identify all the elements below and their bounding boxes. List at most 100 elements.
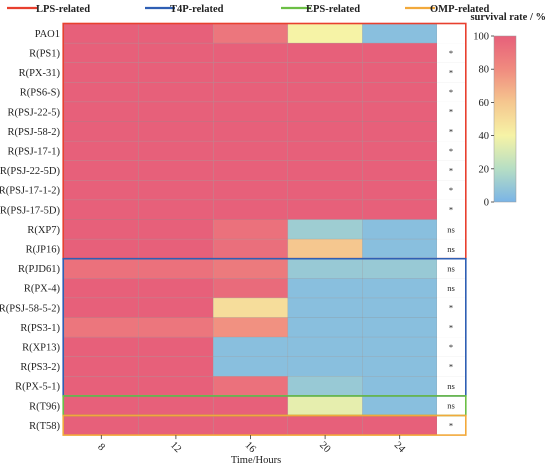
significance-label: * <box>449 303 453 313</box>
legend-label: T4P-related <box>170 4 224 15</box>
heatmap-cell <box>138 337 214 357</box>
heatmap-cell <box>64 160 139 181</box>
heatmap-cell <box>64 43 139 63</box>
heatmap-cell <box>64 82 139 102</box>
heatmap-cell <box>138 82 214 102</box>
row-label: R(XP7) <box>27 225 60 236</box>
significance-label: * <box>449 48 453 58</box>
heatmap-cell <box>213 160 288 181</box>
heatmap-cell <box>64 180 139 200</box>
group-box <box>62 414 467 436</box>
significance-cell <box>437 297 465 318</box>
row-label: R(PS3-2) <box>20 362 60 373</box>
x-axis-title: Time/Hours <box>231 455 281 466</box>
heatmap-cell <box>64 395 139 416</box>
significance-cell <box>437 395 465 416</box>
heatmap-cell <box>138 23 214 44</box>
heatmap-cell <box>213 23 288 44</box>
significance-label: * <box>449 362 453 372</box>
heatmap-cell <box>213 82 288 102</box>
heatmap-cell <box>287 62 363 83</box>
heatmap-cell <box>213 297 288 318</box>
colorbar-tick-label: 100 <box>473 32 489 43</box>
heatmap-cell <box>362 62 437 83</box>
significance-label: ns <box>447 244 455 254</box>
row-label: R(PSJ-58-5-2) <box>0 303 60 314</box>
heatmap-cell <box>64 317 139 338</box>
heatmap-cell <box>64 356 139 377</box>
heatmap-cell <box>64 199 139 220</box>
significance-cell <box>437 258 465 279</box>
significance-label: ns <box>447 264 455 274</box>
x-tick-label: 12 <box>168 440 183 455</box>
row-label: PAO1 <box>35 29 60 40</box>
heatmap-cell <box>213 356 288 377</box>
heatmap-cell <box>64 415 139 436</box>
row-label: R(PSJ-22-5D) <box>0 166 60 177</box>
colorbar-tick-label: 60 <box>479 98 490 109</box>
significance-cell <box>437 219 465 240</box>
heatmap-cells <box>64 23 437 436</box>
significance-label: * <box>449 185 453 195</box>
heatmap-cell <box>287 101 363 122</box>
significance-cell <box>437 376 465 396</box>
x-tick-label: 8 <box>95 442 106 453</box>
row-labels: PAO1 R(PS1) R(PX-31) R(PS6-S) R(PSJ-22-5) R(P… <box>0 29 61 432</box>
heatmap-cell <box>213 258 288 279</box>
heatmap-cell <box>138 278 214 298</box>
significance-cell <box>437 101 465 122</box>
heatmap-cell <box>213 415 288 436</box>
heatmap-cell <box>287 199 363 220</box>
heatmap-cell <box>138 121 214 142</box>
colorbar-tick-label: 40 <box>479 131 490 142</box>
row-label: R(PX-31) <box>19 68 61 79</box>
row-label: R(PS6-S) <box>20 88 61 99</box>
heatmap-cell <box>213 141 288 161</box>
heatmap-cell <box>64 297 139 318</box>
heatmap-cell <box>64 101 139 122</box>
heatmap-cell <box>362 23 437 44</box>
heatmap-cell <box>213 219 288 240</box>
heatmap-cell <box>64 239 139 259</box>
heatmap-cell <box>138 356 214 377</box>
significance-cell <box>437 239 465 259</box>
heatmap-cell <box>287 160 363 181</box>
row-label: R(T96) <box>29 401 60 412</box>
heatmap-cell <box>213 43 288 63</box>
heatmap-cell <box>213 199 288 220</box>
significance-label: ns <box>447 283 455 293</box>
heatmap-cell <box>64 62 139 83</box>
heatmap-cell <box>287 395 363 416</box>
heatmap-cell <box>362 82 437 102</box>
heatmap-cell <box>287 239 363 259</box>
heatmap-cell <box>138 258 214 279</box>
significance-cell <box>437 356 465 377</box>
significance-cell <box>437 337 465 357</box>
colorbar-tick-label: 80 <box>479 65 490 76</box>
heatmap-cell <box>362 121 437 142</box>
significance-cell <box>437 199 465 220</box>
x-tick-label: 16 <box>243 440 258 455</box>
heatmap-cell <box>287 258 363 279</box>
group-boxes <box>62 22 467 436</box>
heatmap-cell <box>213 180 288 200</box>
heatmap-cell <box>138 395 214 416</box>
legend-label: LPS-related <box>36 4 90 15</box>
legend-label: OMP-related <box>430 4 489 15</box>
significance-cell <box>437 121 465 142</box>
heatmap-cell <box>138 180 214 200</box>
significance-cell <box>437 415 465 436</box>
heatmap-cell <box>138 160 214 181</box>
heatmap-cell <box>138 239 214 259</box>
heatmap-cell <box>362 376 437 396</box>
heatmap-cell <box>138 43 214 63</box>
heatmap-cell <box>287 82 363 102</box>
heatmap-cell <box>138 199 214 220</box>
heatmap-cell <box>287 43 363 63</box>
heatmap-cell <box>362 199 437 220</box>
significance-cell <box>437 82 465 102</box>
row-label: R(PS3-1) <box>20 323 60 334</box>
significance-label: * <box>449 420 453 430</box>
row-label: R(XP13) <box>22 343 60 354</box>
